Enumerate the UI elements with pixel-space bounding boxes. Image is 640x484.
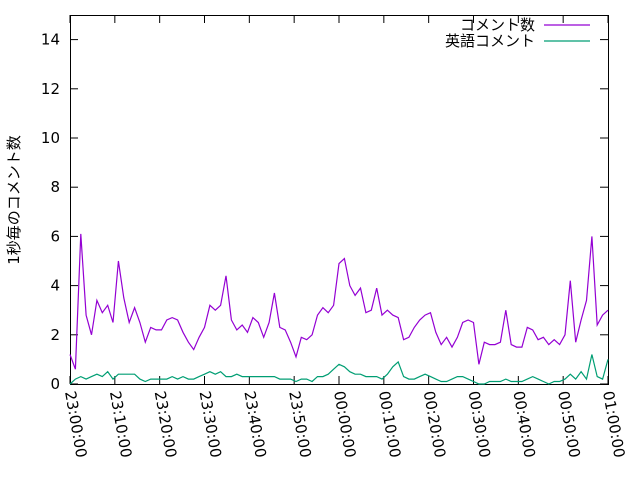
y-axis-label: 1秒毎のコメント数 [5, 135, 23, 265]
x-tick-label: 00:50:00 [554, 390, 583, 459]
plot-border [70, 15, 609, 385]
y-tick-label: 8 [50, 178, 60, 196]
y-tick-label: 14 [41, 31, 60, 49]
x-tick-label: 23:20:00 [151, 390, 180, 459]
legend-label: コメント数 [460, 16, 535, 34]
y-tick-label: 10 [41, 129, 60, 147]
y-tick-label: 2 [50, 326, 60, 344]
y-tick-label: 12 [41, 80, 60, 98]
x-tick-label: 00:20:00 [420, 390, 449, 459]
x-tick-label: 23:40:00 [240, 390, 269, 459]
x-tick-label: 00:30:00 [465, 390, 494, 459]
y-tick-label: 0 [50, 375, 60, 393]
series-line-2 [69, 354, 609, 385]
x-tick-label: 00:40:00 [509, 390, 538, 459]
y-tick-label: 4 [50, 277, 60, 295]
x-tick-label: 23:10:00 [106, 390, 135, 459]
x-tick-label: 23:00:00 [61, 390, 90, 459]
legend-label: 英語コメント [445, 32, 535, 50]
series-line-1 [69, 233, 609, 370]
x-tick-label: 01:00:00 [599, 390, 628, 459]
x-tick-label: 23:30:00 [196, 390, 225, 459]
x-tick-label: 00:10:00 [375, 390, 404, 459]
x-tick-label: 00:00:00 [330, 390, 359, 459]
y-tick-label: 6 [50, 227, 60, 245]
x-tick-label: 23:50:00 [285, 390, 314, 459]
